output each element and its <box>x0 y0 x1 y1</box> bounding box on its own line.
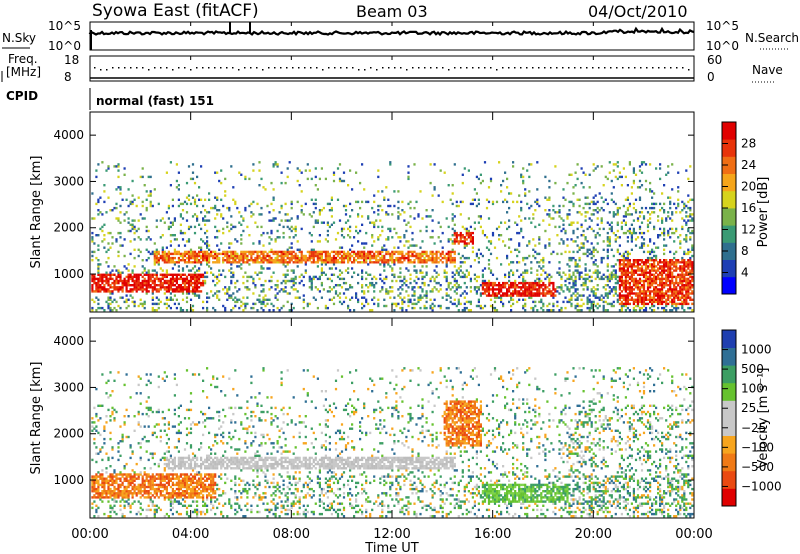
cpid-panel: CPID normal (fast) 151 <box>6 88 214 110</box>
cpid-value: normal (fast) 151 <box>96 94 214 108</box>
freq-tick-top: 18 <box>64 53 79 67</box>
colorbar-block <box>722 173 736 192</box>
nave-tick-top: 60 <box>707 53 722 67</box>
time-tick-label: 00:00 <box>675 527 712 542</box>
title: Syowa East (fitACF) <box>92 1 259 21</box>
nsky-panel: N.Sky 10^5 10^0 10^5 10^0 N.Search <box>2 19 799 53</box>
velocity-ylabel: Slant Range [km] <box>29 362 44 475</box>
colorbar-block <box>722 488 736 507</box>
freq-label-2: [MHz] <box>6 65 41 79</box>
colorbar-block <box>722 330 736 348</box>
colorbar-block <box>722 259 736 278</box>
colorbar-block <box>722 225 736 243</box>
velocity-y-axis: 4000 3000 2000 1000 <box>53 334 694 487</box>
freq-label-1: Freq. <box>8 52 38 66</box>
time-tick-label: 00:00 <box>71 527 108 542</box>
range-tick-label: 2000 <box>53 221 84 235</box>
colorbar-block <box>722 156 736 174</box>
colorbar-block <box>722 242 736 260</box>
nave-label: Nave <box>752 63 783 77</box>
colorbar-tick-label: 8 <box>741 244 749 258</box>
colorbar-block <box>722 418 736 436</box>
colorbar-tick-label: 4 <box>741 266 749 280</box>
velocity-colorbar-label: Velocity [m s⁻¹] <box>756 368 771 469</box>
nave-trace <box>94 67 690 71</box>
nsky-label: N.Sky <box>2 31 36 45</box>
colorbar-tick-label: 24 <box>741 158 756 172</box>
range-tick-label: 2000 <box>53 427 84 441</box>
power-panel: 4000 3000 2000 1000 Slant Range [km] <box>29 111 695 313</box>
colorbar-block <box>722 453 736 472</box>
colorbar-block <box>722 470 736 489</box>
velocity-panel: 4000 3000 2000 1000 00:00 04:00 08:00 12:00 16:… <box>29 22 713 554</box>
colorbar-tick-label: 20 <box>741 180 756 194</box>
colorbar-tick-label: −100 <box>741 440 774 454</box>
colorbar-tick-label: 1000 <box>741 343 772 357</box>
colorbar-block <box>722 435 736 454</box>
colorbar-tick-label: −500 <box>741 460 774 474</box>
nsearch-label: N.Search <box>745 31 799 45</box>
colorbar-block <box>722 347 736 366</box>
range-tick-label: 3000 <box>53 380 84 394</box>
nsearch-tick-bottom: 10^0 <box>706 39 739 53</box>
colorbar-tick-label: −25 <box>741 421 766 435</box>
range-tick-label: 3000 <box>53 174 84 188</box>
time-tick-label: 20:00 <box>575 527 612 542</box>
range-tick-label: 4000 <box>53 128 84 142</box>
colorbar-tick-label: 25 <box>741 401 756 415</box>
nave-tick-bottom: 0 <box>707 70 715 84</box>
colorbar-block <box>722 400 736 419</box>
freq-tick-bottom: 8 <box>64 70 72 84</box>
time-xlabel: Time UT <box>364 541 418 554</box>
colorbar-tick-label: 500 <box>741 362 764 376</box>
nsky-trace <box>88 26 695 37</box>
nsearch-tick-top: 10^5 <box>706 19 739 33</box>
colorbar-block <box>722 139 736 157</box>
power-y-axis: 4000 3000 2000 1000 <box>53 128 694 281</box>
date-label: 04/Oct/2010 <box>588 2 688 21</box>
colorbar-tick-label: 28 <box>741 137 756 151</box>
cpid-label: CPID <box>6 89 38 103</box>
colorbar-tick-label: 100 <box>741 382 764 396</box>
colorbar-block <box>722 276 736 295</box>
power-ylabel: Slant Range [km] <box>29 156 44 269</box>
time-tick-label: 08:00 <box>273 527 310 542</box>
power-heatmap <box>91 161 694 312</box>
range-tick-label: 1000 <box>53 473 84 487</box>
velocity-colorbar: 1000 500 100 25 −25 −100 −500 −1000 Velocity [m… <box>721 329 782 507</box>
power-colorbar-label: Power [dB] <box>756 177 771 248</box>
colorbar-tick-label: −1000 <box>741 479 782 493</box>
colorbar-tick-label: 16 <box>741 201 756 215</box>
colorbar-block <box>722 208 736 226</box>
power-colorbar: 28 24 20 16 12 8 4 Power [dB] <box>721 121 771 295</box>
time-tick-label: 04:00 <box>172 527 209 542</box>
time-tick-label: 12:00 <box>373 527 410 542</box>
time-tick-label: 16:00 <box>474 527 511 542</box>
colorbar-tick-label: 12 <box>741 223 756 237</box>
colorbar-block <box>722 122 736 140</box>
beam-label: Beam 03 <box>356 2 428 21</box>
colorbar-block <box>722 190 736 209</box>
range-tick-label: 4000 <box>53 334 84 348</box>
velocity-heatmap <box>91 367 694 518</box>
colorbar-block <box>722 382 736 401</box>
range-tick-label: 1000 <box>53 267 84 281</box>
colorbar-block <box>722 365 736 384</box>
nsky-tick-bottom: 10^0 <box>48 39 81 53</box>
time-axis: 00:00 04:00 08:00 12:00 16:00 20:00 00:00 <box>71 22 713 542</box>
nsky-tick-top: 10^5 <box>48 19 81 33</box>
